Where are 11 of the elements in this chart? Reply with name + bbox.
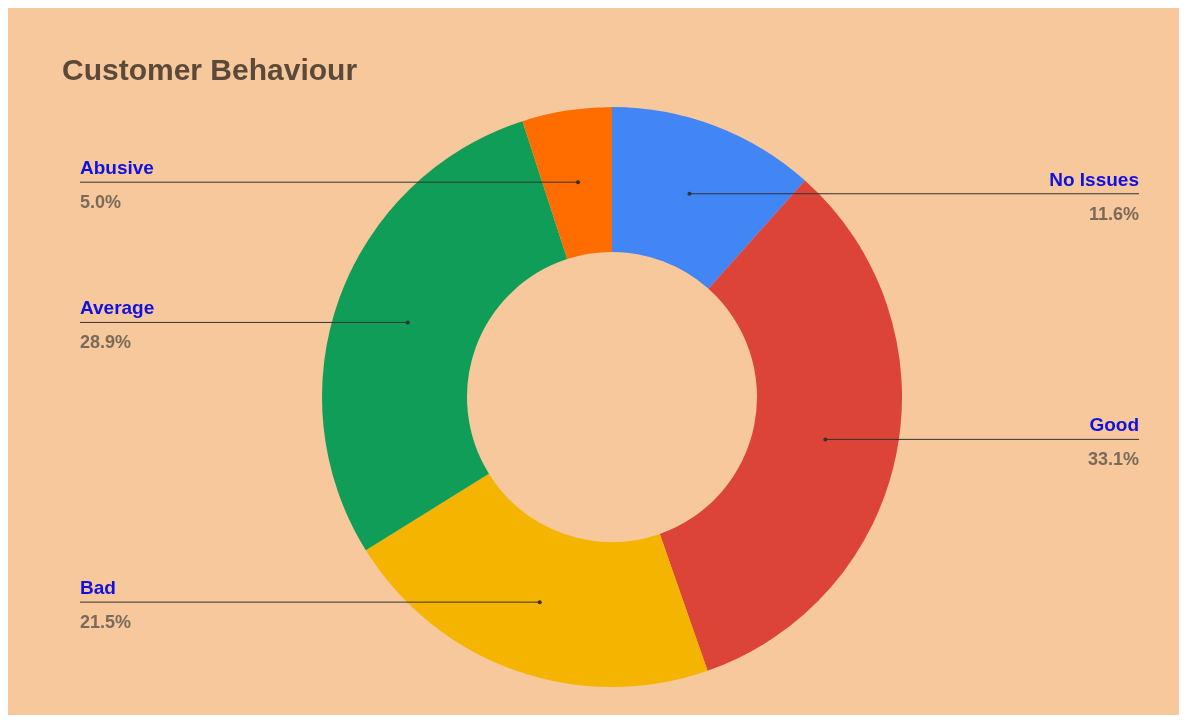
slice-label: Good xyxy=(1089,414,1139,436)
chart-title: Customer Behaviour xyxy=(62,53,358,86)
slice-label: Abusive xyxy=(80,157,154,179)
slice-label: Bad xyxy=(80,577,116,599)
slice-label: Average xyxy=(80,297,155,319)
data-label: 33.1% xyxy=(1087,449,1139,470)
data-label: 21.5% xyxy=(80,612,132,633)
slice-label: No Issues xyxy=(1049,168,1139,190)
data-label: 28.9% xyxy=(80,332,132,353)
data-label: 11.6% xyxy=(1088,203,1139,224)
data-label: 5.0% xyxy=(80,192,122,213)
